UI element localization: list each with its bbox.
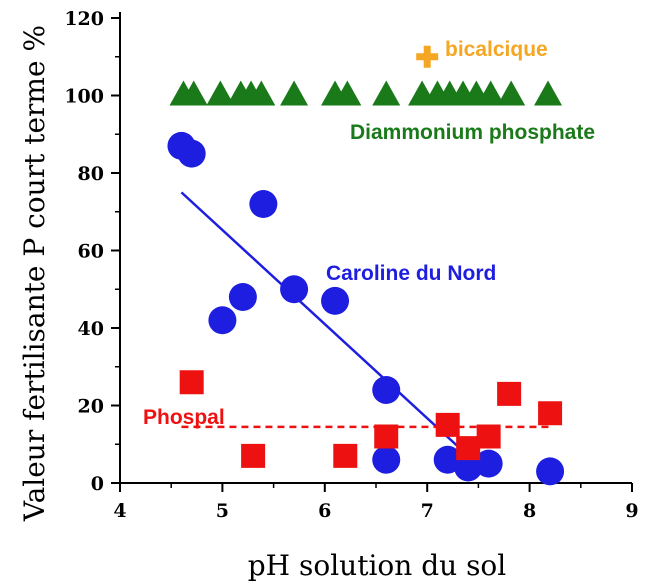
data-point-square (333, 443, 358, 468)
data-marks (167, 45, 565, 486)
data-point-square (179, 370, 204, 395)
data-point-square (374, 424, 399, 449)
data-point-triangle (476, 80, 505, 106)
trendline (180, 191, 470, 457)
label-caroline-du-nord: Caroline du Nord (326, 262, 496, 285)
data-point-square (456, 436, 481, 461)
y-tick-label: 100 (64, 86, 104, 108)
label-diammonium-phosphate: Diammonium phosphate (350, 121, 595, 144)
data-point-triangle (333, 80, 362, 106)
x-tick-label: 9 (625, 500, 638, 522)
trendlines (180, 191, 551, 457)
data-point-square (497, 381, 522, 406)
x-tick-label: 7 (421, 500, 434, 522)
x-tick-label: 8 (523, 500, 536, 522)
x-tick-label: 5 (216, 500, 229, 522)
data-point-circle (321, 286, 350, 315)
data-point-circle (536, 457, 565, 486)
x-tick-label: 4 (113, 500, 126, 522)
x-tick-label: 6 (318, 500, 331, 522)
data-point-square (476, 424, 501, 449)
data-point-circle (177, 139, 206, 168)
data-point-circle (474, 449, 503, 478)
y-tick-label: 80 (78, 163, 104, 185)
data-point-triangle (247, 80, 276, 106)
data-point-plus (416, 45, 439, 68)
data-point-circle (280, 275, 309, 304)
label-bicalcique: bicalcique (445, 38, 548, 61)
data-point-triangle (280, 80, 309, 106)
y-axis-title: Valeur fertilisante P court terme % (18, 25, 51, 522)
axes: 0 20 40 60 80 100 120 4 5 6 7 8 9 (64, 8, 638, 522)
data-point-circle (372, 445, 401, 474)
data-point-square (241, 443, 266, 468)
data-point-triangle (497, 80, 526, 106)
data-point-circle (208, 306, 237, 335)
data-point-triangle (372, 80, 401, 106)
y-tick-label: 0 (91, 473, 104, 495)
data-point-triangle (534, 80, 563, 106)
y-tick-label: 20 (78, 396, 104, 418)
data-point-square (538, 401, 563, 426)
x-axis-title: pH solution du sol (248, 549, 507, 582)
data-point-circle (228, 283, 257, 311)
data-point-circle (372, 376, 401, 404)
data-point-square (435, 412, 460, 437)
data-point-triangle (206, 80, 235, 106)
y-tick-label: 40 (78, 318, 104, 340)
label-phospal: Phospal (143, 406, 225, 429)
data-point-circle (249, 190, 278, 218)
y-tick-label: 120 (64, 8, 104, 30)
series-labels: bicalcique Diammonium phosphate Caroline d… (143, 38, 595, 429)
data-point-triangle (179, 80, 208, 106)
y-tick-label: 60 (78, 241, 104, 263)
